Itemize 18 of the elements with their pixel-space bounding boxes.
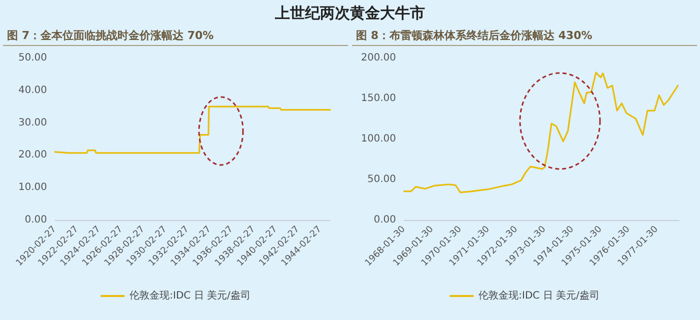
y-tick-label: 0.00 — [24, 214, 47, 226]
line-series — [403, 72, 679, 194]
chart-title: 图 7：金本位面临挑战时金价涨幅达 70% — [3, 26, 348, 46]
legend-label: 伦敦金现:IDC 日 美元/盎司 — [130, 290, 250, 302]
y-tick-label: 100.00 — [361, 134, 396, 144]
chart-title: 图 8：布雷顿森林体系终结后金价涨幅达 430% — [352, 26, 697, 46]
y-tick-label: 200.00 — [361, 52, 396, 64]
y-tick-label: 30.00 — [18, 117, 47, 128]
text: 上世纪两次黄金大牛市 — [275, 4, 425, 22]
legend-label: 伦敦金现:IDC 日 美元/盎司 — [478, 290, 600, 302]
line-series — [54, 106, 331, 154]
y-tick-label: 20.00 — [18, 150, 47, 161]
y-tick-label: 50.00 — [367, 174, 396, 185]
y-tick-label: 40.00 — [18, 84, 47, 96]
y-tick-label: 0.00 — [374, 214, 396, 226]
y-tick-label: 150.00 — [361, 93, 396, 104]
y-tick-label: 10.00 — [18, 182, 47, 194]
y-tick-label: 50.00 — [18, 52, 47, 64]
